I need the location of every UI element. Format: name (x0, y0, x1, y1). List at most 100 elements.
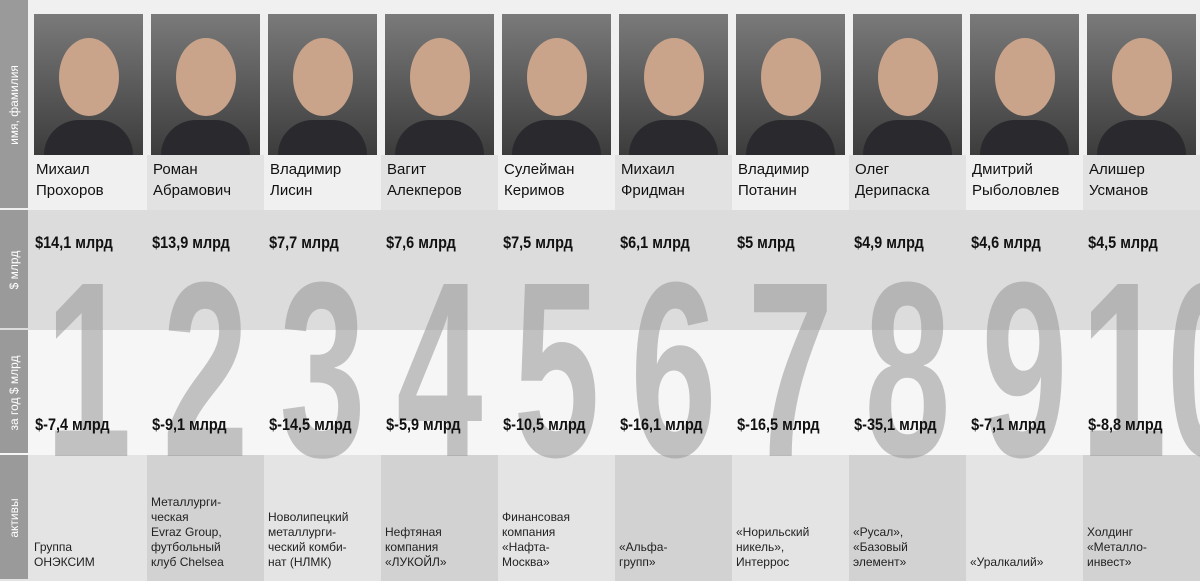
photo-shoulders (278, 120, 367, 155)
person-name: Владимир (738, 161, 810, 178)
wealth: $4,6 млрд (971, 233, 1041, 252)
rank-number: 7 (747, 230, 834, 509)
column-shade (1083, 455, 1200, 581)
wealth: $7,7 млрд (269, 233, 339, 252)
person-name: Михаил (36, 161, 90, 178)
photo-face (760, 38, 821, 116)
label-cell (0, 0, 28, 208)
assets-line: инвест» (1087, 555, 1132, 569)
row-label: имя, фамилия (7, 65, 21, 145)
photo-shoulders (512, 120, 601, 155)
change: $-7,1 млрд (971, 415, 1046, 434)
rank-number: 1 (45, 230, 132, 509)
change: $-10,5 млрд (503, 415, 586, 434)
photo-face (409, 38, 470, 116)
wealth: $5 млрд (737, 233, 795, 252)
assets-line: Нефтяная (385, 525, 442, 539)
column-shade (381, 455, 498, 581)
person-name: Алекперов (387, 182, 462, 199)
photo-shoulders (395, 120, 484, 155)
person-name: Абрамович (153, 182, 232, 199)
row-bg (0, 330, 1200, 455)
rank-number: 3 (279, 230, 366, 509)
assets-line: ческая (151, 510, 189, 524)
change: $-5,9 млрд (386, 415, 461, 434)
assets-line: групп» (619, 555, 656, 569)
assets-line: Интеррос (736, 555, 790, 569)
change: $-14,5 млрд (269, 415, 352, 434)
assets-line: футбольный (151, 540, 221, 554)
assets-line: никель», (736, 540, 785, 554)
assets-line: Москва» (502, 555, 550, 569)
person-name: Роман (153, 161, 198, 178)
photo-face (643, 38, 704, 116)
rank-number: 9 (981, 230, 1068, 509)
assets-line: Финансовая (502, 510, 570, 524)
photo-face (1111, 38, 1172, 116)
column-shade (615, 455, 732, 581)
wealth: $7,6 млрд (386, 233, 456, 252)
row-label: активы (7, 498, 21, 538)
assets-line: нат (НЛМК) (268, 555, 332, 569)
person-name: Фридман (621, 182, 685, 199)
assets-line: Металлурги- (151, 495, 222, 509)
photo-shoulders (863, 120, 952, 155)
assets-line: «Уралкалий» (970, 555, 1044, 569)
person-name: Усманов (1089, 182, 1149, 199)
photo-face (175, 38, 236, 116)
assets-line: компания (502, 525, 556, 539)
row-bg (0, 210, 1200, 330)
assets-line: Evraz Group, (151, 525, 222, 539)
person-name: Владимир (270, 161, 342, 178)
wealth: $13,9 млрд (152, 233, 230, 252)
assets-line: «ЛУКОЙЛ» (385, 555, 447, 569)
photo-shoulders (746, 120, 835, 155)
person-name: Вагит (387, 161, 427, 178)
column-shade (615, 155, 732, 210)
wealth: $7,5 млрд (503, 233, 573, 252)
photo-shoulders (629, 120, 718, 155)
change: $-16,5 млрд (737, 415, 820, 434)
change: $-35,1 млрд (854, 415, 937, 434)
assets-line: элемент» (853, 555, 907, 569)
column-shade (1083, 155, 1200, 210)
row-label: $ млрд (7, 250, 21, 290)
assets-line: компания (385, 540, 439, 554)
assets-line: Группа (34, 540, 73, 554)
wealth: $6,1 млрд (620, 233, 690, 252)
assets-line: «Норильский (736, 525, 810, 539)
person-name: Михаил (621, 161, 675, 178)
photo-face (877, 38, 938, 116)
person-name: Лисин (270, 182, 313, 199)
rank-number: 10 (1080, 230, 1200, 509)
person-name: Прохоров (36, 182, 104, 199)
change: $-16,1 млрд (620, 415, 703, 434)
change: $-7,4 млрд (35, 415, 110, 434)
person-name: Олег (855, 161, 890, 178)
photo-shoulders (980, 120, 1069, 155)
rank-number: 5 (513, 230, 600, 509)
person-name: Алишер (1089, 161, 1145, 178)
row-label: за год $ млрд (7, 354, 21, 431)
column-shade (147, 455, 264, 581)
person-name: Дерипаска (855, 182, 930, 199)
column-shade (381, 155, 498, 210)
change: $-9,1 млрд (152, 415, 227, 434)
assets-line: Новолипецкий (268, 510, 349, 524)
assets-line: «Металло- (1087, 540, 1147, 554)
person-name: Керимов (504, 182, 565, 199)
assets-line: «Русал», (853, 525, 904, 539)
rank-number: 6 (630, 230, 717, 509)
assets-line: Холдинг (1087, 525, 1133, 539)
photo-shoulders (44, 120, 133, 155)
assets-line: ческий комби- (268, 540, 347, 554)
label-cell (0, 455, 28, 579)
assets-line: «Альфа- (619, 540, 668, 554)
assets-line: металлурги- (268, 525, 337, 539)
person-name: Рыболовлев (972, 182, 1060, 199)
person-name: Сулейман (504, 161, 575, 178)
wealth: $4,5 млрд (1088, 233, 1158, 252)
wealth: $14,1 млрд (35, 233, 113, 252)
rank-number: 2 (162, 230, 249, 509)
